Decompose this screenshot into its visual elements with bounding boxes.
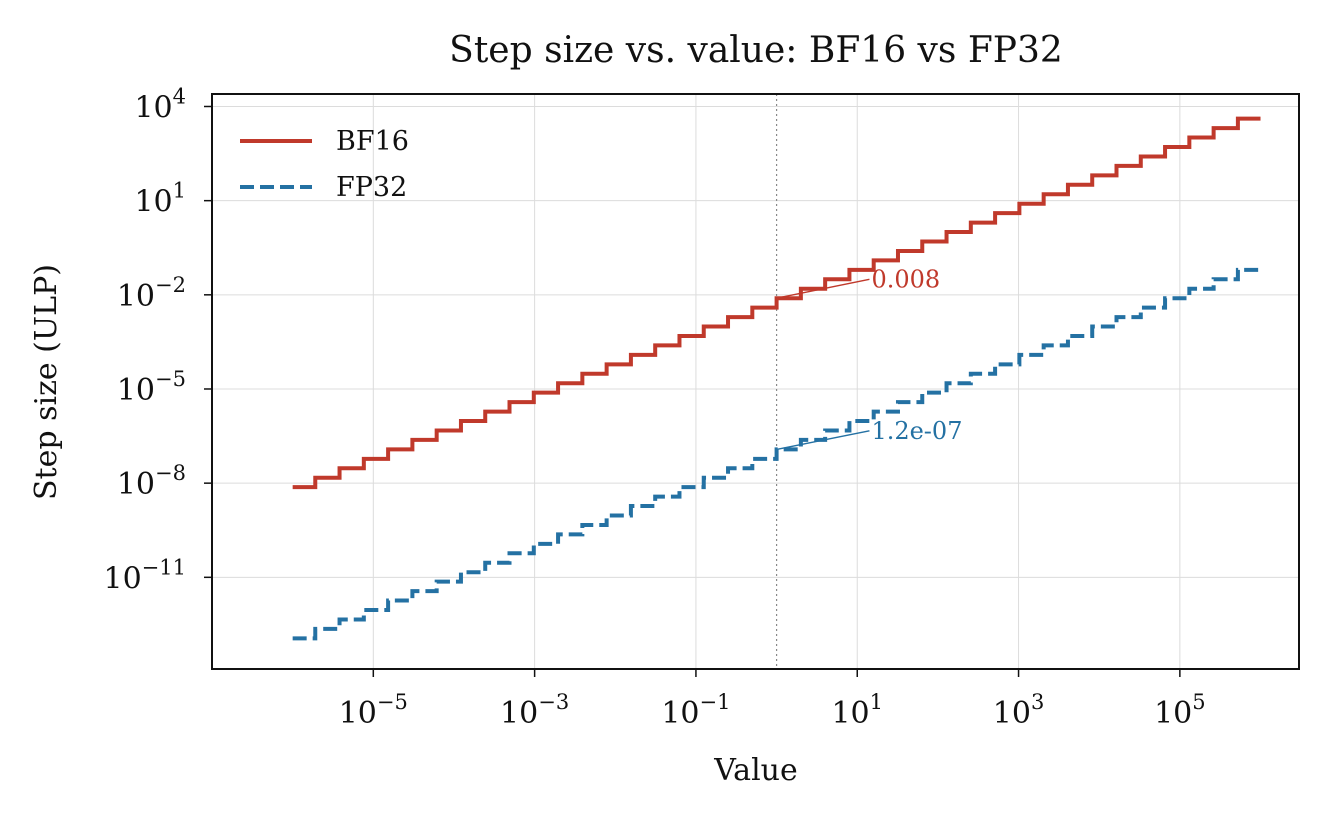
y-tick-label: 101 — [134, 179, 186, 220]
annotation-layer: 0.008 1.2e-07 — [776, 265, 962, 451]
series-bf16 — [292, 116, 1261, 490]
x-axis-ticks: 10−5 10−3 10−1 101 103 105 — [339, 669, 1206, 731]
annotation-arrow — [776, 430, 870, 451]
x-tick-label: 105 — [1154, 690, 1206, 731]
x-tick-label: 10−3 — [500, 690, 569, 731]
x-tick-label: 10−1 — [661, 690, 730, 731]
series-fp32 — [292, 267, 1261, 641]
y-tick-label: 10−5 — [117, 367, 186, 408]
y-tick-label: 10−11 — [103, 555, 186, 596]
y-tick-label: 104 — [134, 84, 186, 125]
legend: BF16 FP32 — [240, 126, 409, 203]
x-tick-label: 103 — [993, 690, 1045, 731]
legend-label-fp32: FP32 — [336, 172, 407, 203]
series-layer — [292, 116, 1261, 641]
annotation-label: 0.008 — [871, 265, 940, 293]
y-axis-ticks: 10−11 10−8 10−5 10−2 101 104 — [103, 84, 212, 596]
y-tick-label: 10−8 — [117, 461, 186, 502]
x-tick-label: 101 — [831, 690, 883, 731]
legend-label-bf16: BF16 — [336, 126, 409, 157]
y-axis-label: Step size (ULP) — [29, 264, 64, 500]
plot-frame — [211, 93, 1300, 670]
y-tick-label: 10−2 — [117, 273, 186, 314]
grid — [212, 94, 1299, 669]
x-tick-label: 10−5 — [339, 690, 408, 731]
x-axis-label: Value — [713, 753, 797, 788]
chart-title: Step size vs. value: BF16 vs FP32 — [449, 30, 1063, 71]
annotation-arrow — [776, 278, 870, 299]
annotation-label: 1.2e-07 — [871, 417, 962, 445]
